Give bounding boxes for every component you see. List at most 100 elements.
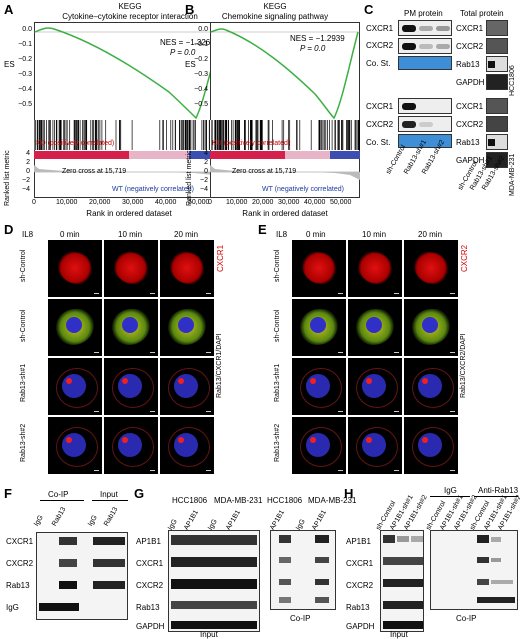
h-anti: Anti-Rab13: [478, 486, 519, 495]
panel-d-label: D: [4, 222, 14, 237]
tick: −2: [200, 177, 208, 184]
d-red-label: CXCR1: [216, 244, 225, 272]
panel-a-title-2: Cytokine–cytokine receptor interaction: [62, 12, 198, 21]
micrograph-cell: [348, 417, 402, 474]
micrograph-cell: [348, 358, 402, 415]
panel-b-zero-cross: Zero cross at 15,719: [232, 168, 297, 175]
panel-b-es-label: ES: [185, 60, 196, 69]
panel-b-xlabel: Rank in ordered dataset: [242, 209, 328, 218]
c-row-label: Co. St.: [366, 138, 391, 147]
ytick: −0.5: [18, 101, 32, 108]
c-row-label: Co. St.: [366, 59, 391, 68]
g-coip: Co-IP: [290, 614, 311, 623]
panel-b-wt-label: WT (negatively correlated): [262, 186, 344, 193]
micrograph-cell: [160, 240, 214, 297]
g-lane: AP1B1: [225, 509, 243, 532]
panel-a-p: P = 0.0: [170, 48, 196, 57]
tick: −4: [22, 186, 30, 193]
panel-d-time: 0 min: [60, 230, 80, 239]
d-row: sh-Control: [20, 309, 27, 342]
micrograph-cell: [48, 358, 102, 415]
d-row: Rab13-sh#2: [20, 423, 27, 462]
tick: 4: [26, 150, 30, 157]
h-input-blot: [380, 530, 424, 632]
c-row-label: GAPDH: [456, 156, 485, 165]
g-cell: MDA-MB-231: [214, 496, 263, 505]
g-cell: HCC1806: [267, 496, 303, 505]
ytick: −0.3: [194, 71, 208, 78]
blot-cxcr1-total-mda: [486, 98, 508, 114]
panel-b-title-2: Chemokine signaling pathway: [221, 12, 329, 21]
xtick: 0: [208, 199, 212, 206]
micrograph-cell: [348, 299, 402, 356]
micrograph-cell: [48, 299, 102, 356]
h-igg: IgG: [444, 486, 457, 495]
panel-b-label: B: [185, 2, 195, 17]
h-row: CXCR1: [346, 559, 374, 568]
panel-e-time: 0 min: [306, 230, 326, 239]
h-input: Input: [390, 630, 408, 639]
f-row: IgG: [6, 603, 19, 612]
f-coip: Co-IP: [48, 490, 69, 499]
panel-a-metric-label: Ranked list metric: [4, 150, 11, 206]
c-row-label: CXCR2: [366, 41, 394, 50]
g-cell: MDA-MB-231: [308, 496, 357, 505]
blot-rab13-total: [486, 56, 508, 72]
g-row: GAPDH: [136, 622, 165, 631]
xtick: 40,000: [304, 199, 326, 206]
d-merge-label: Rab13/CXCR1/DAPI: [216, 333, 223, 398]
g-input-blot: [168, 530, 260, 632]
g-lane: AP1B1: [269, 509, 287, 532]
panel-e-time: 10 min: [362, 230, 387, 239]
xtick: 40,000: [155, 199, 177, 206]
ytick: −0.2: [18, 56, 32, 63]
xtick: 30,000: [122, 199, 144, 206]
panel-c-cell2: MDA-MB-231: [509, 153, 516, 196]
panel-b-kd-label: KD (positively correlated): [212, 140, 291, 147]
panel-c-cell1: HCC1806: [509, 65, 516, 96]
blot-gapdh-total: [486, 74, 508, 90]
micrograph-cell: [404, 299, 458, 356]
xtick: 50,000: [188, 199, 210, 206]
panel-b-metric-label: Ranked list metric: [186, 150, 193, 206]
panel-a-yticks: 0.0 −0.1 −0.2 −0.3 −0.4 −0.5: [18, 26, 32, 126]
micrograph-cell: [104, 299, 158, 356]
e-row: sh-Control: [274, 309, 281, 342]
panel-a-title-1: KEGG: [118, 2, 142, 11]
panel-d-time: 10 min: [118, 230, 143, 239]
tick: 0: [204, 168, 208, 175]
panel-a-xlabel: Rank in ordered dataset: [86, 209, 172, 218]
c-row-label: CXCR2: [456, 120, 484, 129]
c-row-label: CXCR1: [456, 102, 484, 111]
h-row: Rab13: [346, 603, 370, 612]
h-row: CXCR2: [346, 581, 374, 590]
blot-costain-bot: [398, 134, 452, 148]
f-lane: IgG: [33, 514, 45, 528]
g-input: Input: [200, 630, 218, 639]
micrograph-cell: [160, 299, 214, 356]
g-row: CXCR2: [136, 581, 164, 590]
e-row: Rab13-sh#2: [274, 423, 281, 462]
ytick: 0.0: [198, 26, 208, 33]
h-row: AP1B1: [346, 537, 371, 546]
c-row-label: Rab13: [456, 138, 480, 147]
f-row: CXCR1: [6, 537, 34, 546]
tick: 0: [26, 168, 30, 175]
panel-a-kd-label: KD (positively correlated): [36, 140, 115, 147]
ytick: −0.3: [18, 71, 32, 78]
xtick: 0: [32, 199, 36, 206]
panel-b-p: P = 0.0: [300, 44, 326, 53]
micrograph-cell: [404, 358, 458, 415]
c-row-label: CXCR2: [456, 42, 484, 51]
panel-b-nes: NES = −1.2939: [290, 34, 345, 43]
c-row-label: CXCR1: [366, 24, 394, 33]
xtick: 10,000: [56, 199, 78, 206]
micrograph-cell: [292, 358, 346, 415]
tick: −4: [200, 186, 208, 193]
panel-b-gsea-plot: [210, 22, 360, 198]
c-row-label: CXCR2: [366, 120, 394, 129]
e-row: sh-Control: [274, 249, 281, 282]
panel-d-time: 20 min: [174, 230, 199, 239]
micrograph-cell: [48, 240, 102, 297]
g-row: CXCR1: [136, 559, 164, 568]
